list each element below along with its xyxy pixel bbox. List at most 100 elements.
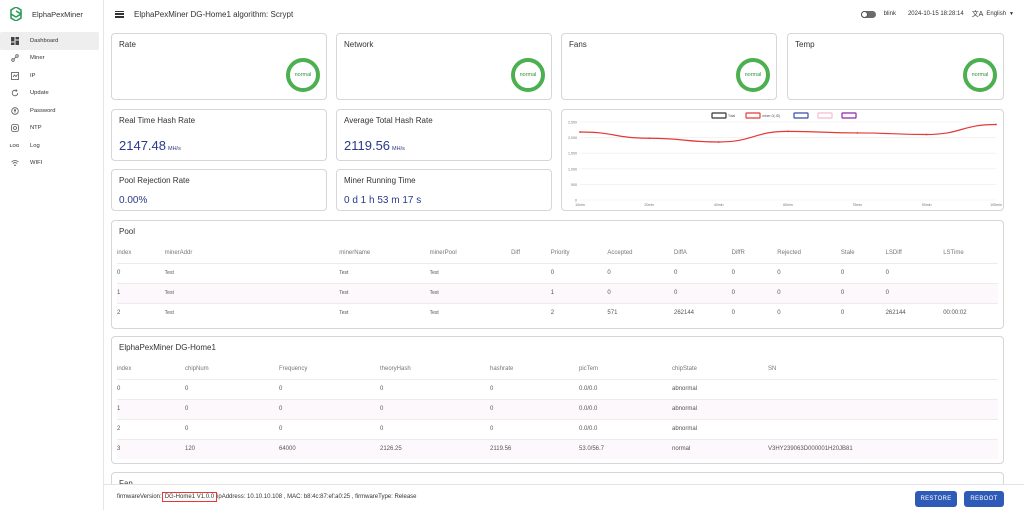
sidebar-item-label: Dashboard [30,37,59,44]
table-row: 3 120 64000 2126.25 2119.56 53.0/56.7 normal V3… [117,438,998,459]
table-cell: 0 [840,262,886,283]
table-cell: 0 [885,282,944,303]
chips-table: index chipNum Frequency theoryHash hashrate p… [117,359,998,459]
running-time-card: Miner Running Time 0 d 1 h 53 m 17 s [336,169,552,211]
blink-label: blink [883,11,896,17]
table-cell: 2 [550,302,608,323]
status-ring: normal [511,58,545,92]
datetime: 2024-10-15 18:28:14 [907,11,964,17]
table-cell: 0 [490,398,579,419]
average-hashrate-card: Average Total Hash Rate 2119.56 MH/s [336,109,552,161]
blink-toggle[interactable] [860,10,876,18]
data-point [856,132,859,134]
table-cell: 0 [731,302,778,323]
table-cell: 0 [777,302,841,323]
card-title: Rate [119,40,136,49]
pool-table: index minerAddr minerName minerPool Diff Prio… [117,243,998,323]
table-cell: 0.0/0.0 [579,398,672,419]
language-select[interactable]: 文A English ▼ [972,9,1014,19]
sidebar-item-dashboard[interactable]: Dashboard [0,32,99,50]
menu-toggle-icon[interactable] [115,10,124,18]
fans-card: Fans normal [561,33,777,100]
table-cell: 0 [490,418,579,439]
table-cell [768,418,998,439]
average-hashrate-value: 2119.56 MH/s [344,138,405,153]
firmware-version: DG-Home1 V1.0.0 [161,492,218,502]
table-cell: Test [429,262,512,283]
sidebar-item-label: Log [30,142,40,149]
table-cell: 0 [731,282,778,303]
value-text: 2147.48 [119,138,166,153]
table-cell: 0 [185,398,279,419]
table-cell: 0 [185,418,279,439]
table-cell: 0 [279,378,380,399]
card-title: Pool Rejection Rate [119,176,190,185]
card-title: Temp [795,40,815,49]
table-cell: 2126.25 [380,438,490,459]
sidebar-item-wifi[interactable]: WIFI [0,155,103,173]
table-cell: 0 [117,262,165,283]
table-cell: 0.0/0.0 [579,378,672,399]
table-row: 1 0 0 0 0 0.0/0.0 abnormal [117,398,998,419]
sidebar-item-log[interactable]: LOG Log [0,137,103,155]
y-tick-label: 2,500 [568,121,577,125]
column-header: picTem [579,365,599,372]
sidebar-item-ntp[interactable]: NTP [0,120,103,138]
table-cell: 2119.56 [490,438,579,459]
table-cell: 0 [777,262,841,283]
column-header: Diff [511,249,520,256]
table-cell: Test [164,282,340,303]
card-title: Network [344,40,374,49]
legend-swatch [745,112,761,119]
y-tick-label: 1,000 [568,167,577,171]
hashrate-chart-card: 0 500 1,000 1,500 2,000 2,500 10min 20min 40min 6… [561,109,1004,211]
table-cell: Test [339,262,430,283]
table-cell: 262144 [674,302,732,323]
table-cell: 0 [490,378,579,399]
sidebar-item-ip[interactable]: IP [0,67,103,85]
sidebar-item-miner[interactable]: Miner [0,50,103,68]
status-ring: normal [963,58,997,92]
restore-button[interactable]: RESTORE [915,491,957,507]
sidebar-item-password[interactable]: Password [0,102,103,120]
table-cell [768,378,998,399]
table-cell: 0 [674,262,732,283]
column-header: chipNum [185,365,209,372]
status-ring: normal [286,58,320,92]
table-cell: abnormal [672,418,768,439]
column-header: Accepted [607,249,633,256]
table-cell: 0 [731,262,778,283]
sidebar-item-update[interactable]: Update [0,85,103,103]
table-cell: 1 [117,282,165,303]
y-tick-label: 500 [571,183,577,187]
language-label: English [986,11,1007,17]
y-tick-label: 1,500 [568,152,577,156]
chevron-down-icon: ▼ [1009,11,1014,17]
sidebar-item-label: Update [30,90,49,97]
column-header: SN [768,365,777,372]
column-header: minerPool [429,249,457,256]
reboot-button[interactable]: REBOOT [964,491,1004,507]
sidebar-item-label: Miner [30,55,45,62]
legend-swatch [841,112,857,119]
pool-rejection-card: Pool Rejection Rate 0.00% [111,169,327,211]
translate-icon: 文A [971,11,984,18]
table-cell: 0 [840,302,886,323]
table-cell: 262144 [885,302,944,323]
network-card: Network normal [336,33,552,100]
pool-rejection-value: 0.00% [119,195,148,206]
sidebar-item-label: WIFI [30,160,43,167]
data-point [787,130,789,133]
unit-text: MH/s [392,146,405,152]
y-tick-label: 2,000 [568,136,577,140]
column-header: index [117,249,132,256]
running-time-value: 0 d 1 h 53 m 17 s [344,195,422,206]
card-title: Real Time Hash Rate [119,116,196,125]
table-cell: Test [339,282,430,303]
data-point [648,137,651,140]
table-cell: abnormal [672,378,768,399]
value-text: 2119.56 [344,138,391,153]
column-header: minerName [339,249,371,256]
table-cell: 0 [840,282,886,303]
column-header: DiffA [674,249,687,256]
